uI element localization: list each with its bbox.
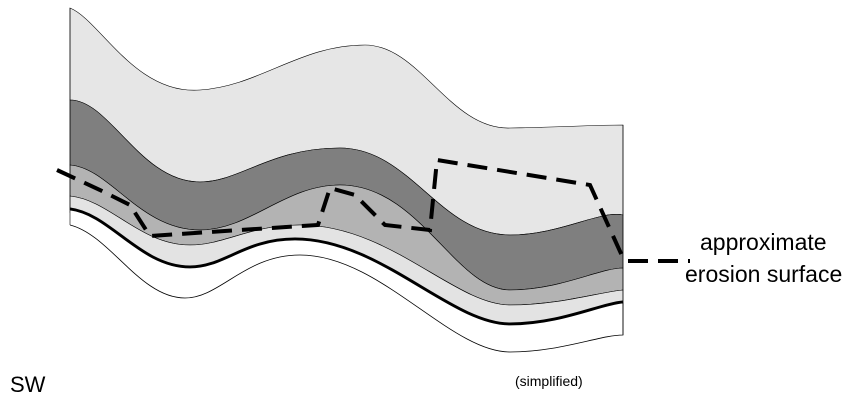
direction-label: SW [10,372,46,397]
simplified-note: (simplified) [515,373,583,389]
legend-label-line1: approximate [700,229,827,255]
legend-label-line2: erosion surface [685,261,843,287]
base-white-layer [69,209,624,353]
